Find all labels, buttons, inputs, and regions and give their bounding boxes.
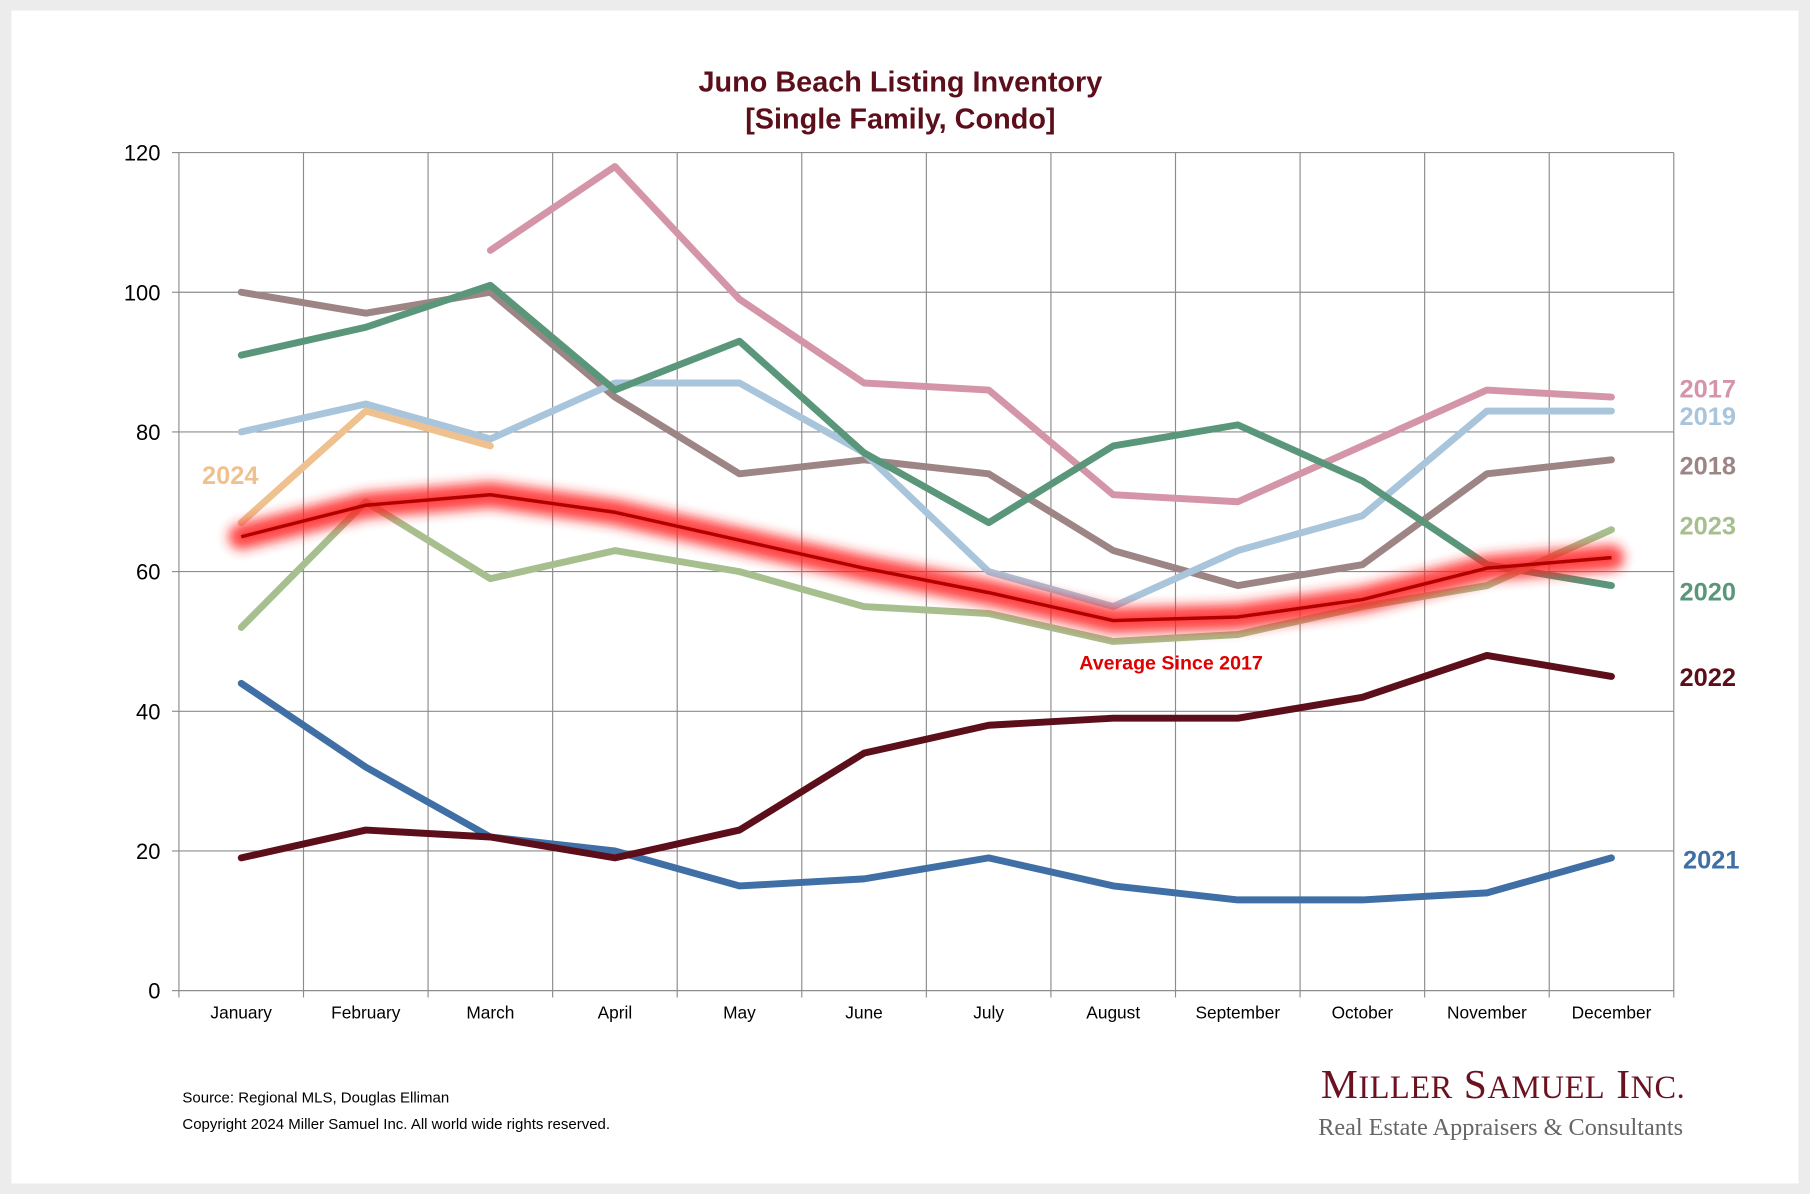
series-average-line: [240, 492, 1612, 623]
y-tick-label: 120: [124, 141, 161, 166]
chart-subtitle: [Single Family, Condo]: [745, 103, 1055, 135]
series-2017-label: 2017: [1680, 375, 1736, 403]
series-2019-label: 2019: [1680, 403, 1736, 431]
y-tick-label: 100: [124, 280, 161, 305]
copyright-note: Copyright 2024 Miller Samuel Inc. All wo…: [182, 1116, 610, 1133]
x-tick-label: March: [466, 1002, 514, 1022]
chart-background: [11, 10, 1799, 1184]
series-2021-line: [237, 679, 1615, 904]
y-tick-label: 0: [148, 979, 160, 1004]
series-2022-line: [237, 651, 1615, 862]
x-tick-label: January: [210, 1002, 272, 1022]
x-tick-label: May: [723, 1002, 756, 1022]
x-tick-label: August: [1086, 1002, 1140, 1022]
y-tick-label: 80: [136, 420, 160, 445]
svg-text:MILLER SAMUEL INC.: MILLER SAMUEL INC.: [1321, 1061, 1685, 1107]
company-logo: MILLER SAMUEL INC. Real Estate Appraiser…: [1318, 1061, 1685, 1141]
series-2024-line: [237, 407, 494, 527]
x-tick-label: November: [1447, 1002, 1527, 1022]
x-tick-label: September: [1195, 1002, 1280, 1022]
chart-title: Juno Beach Listing Inventory: [698, 66, 1102, 98]
series-2017-line: [486, 163, 1615, 506]
series-2021-label: 2021: [1683, 846, 1739, 874]
series-2022-label: 2022: [1680, 664, 1736, 692]
x-tick-label: July: [973, 1002, 1004, 1022]
x-tick-label: April: [598, 1002, 633, 1022]
y-tick-label: 40: [136, 699, 160, 724]
series-average-label: Average Since 2017: [1079, 653, 1263, 675]
series-2020-label: 2020: [1680, 578, 1736, 606]
series-2023-label: 2023: [1680, 513, 1736, 541]
svg-text:Real Estate Appraisers & Consu: Real Estate Appraisers & Consultants: [1318, 1114, 1683, 1141]
x-tick-label: December: [1572, 1002, 1652, 1022]
y-tick-label: 60: [136, 560, 160, 585]
x-tick-label: June: [845, 1002, 883, 1022]
y-tick-label: 20: [136, 839, 160, 864]
series-2018-label: 2018: [1680, 453, 1736, 481]
x-tick-label: October: [1332, 1002, 1394, 1022]
series-2024-label: 2024: [202, 462, 258, 490]
series-2020-line: [237, 281, 1615, 590]
x-tick-label: February: [331, 1002, 401, 1022]
source-note: Source: Regional MLS, Douglas Elliman: [182, 1090, 449, 1107]
